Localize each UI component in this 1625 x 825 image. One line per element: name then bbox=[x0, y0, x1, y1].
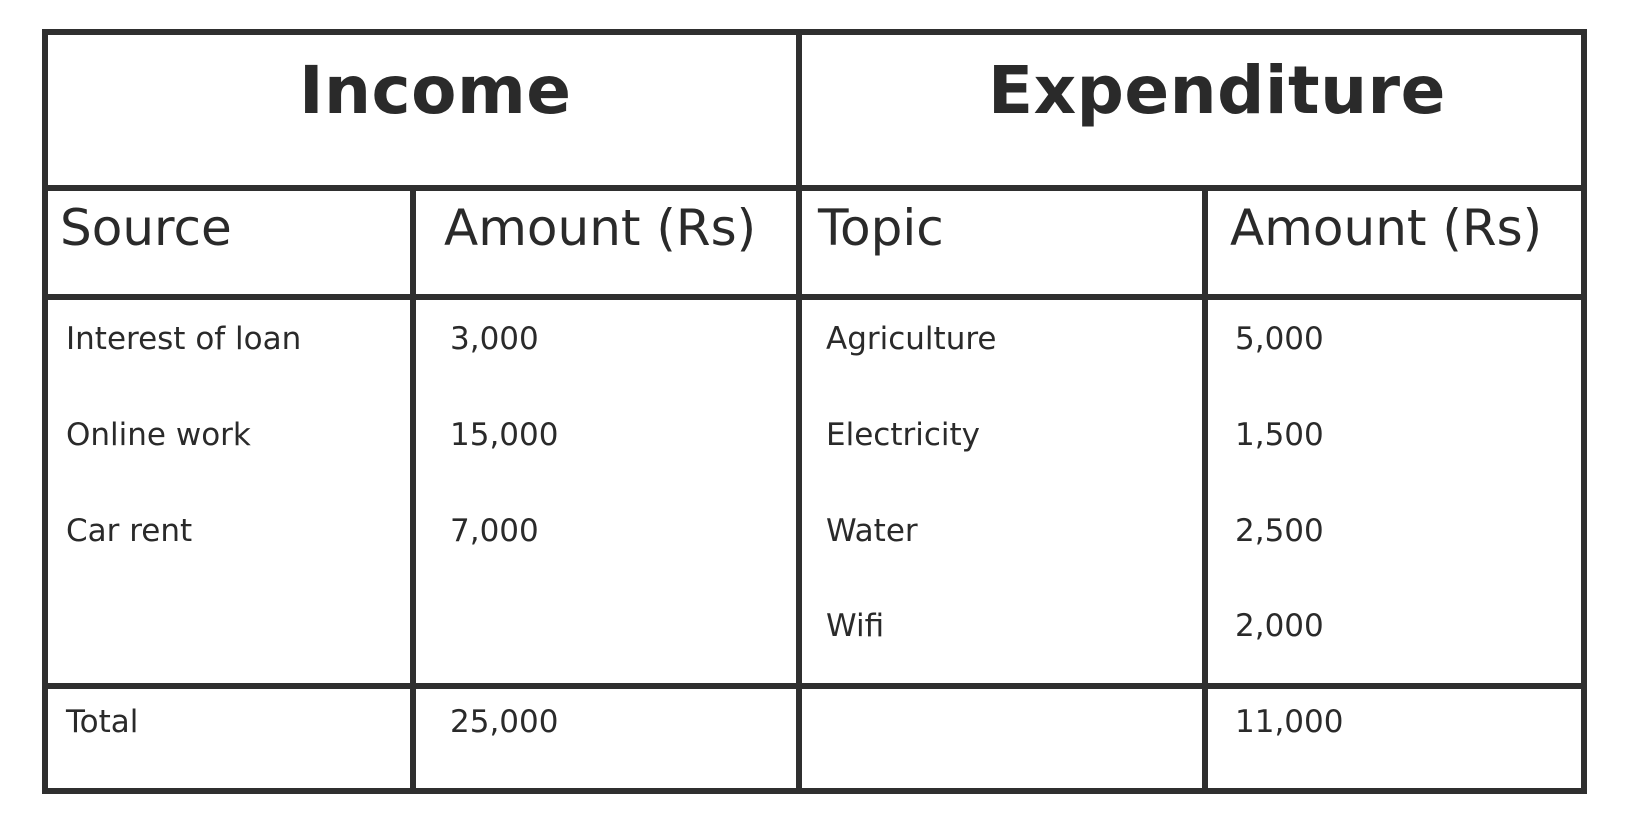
income-amount-cell: 15,000 bbox=[450, 417, 559, 453]
source-header: Source bbox=[60, 199, 232, 257]
income-amount-cell: 7,000 bbox=[450, 513, 539, 549]
income-total-label: Total bbox=[66, 704, 139, 740]
table-border-top bbox=[42, 29, 1587, 35]
section-divider bbox=[796, 29, 802, 794]
expenditure-topic-cell: Wifi bbox=[826, 608, 885, 644]
topic-header: Topic bbox=[818, 199, 944, 257]
income-source-cell: Online work bbox=[66, 417, 251, 453]
expenditure-amount-cell: 5,000 bbox=[1235, 321, 1324, 357]
expenditure-title: Expenditure bbox=[988, 52, 1446, 129]
expenditure-topic-cell: Electricity bbox=[826, 417, 980, 453]
header-row-rule bbox=[42, 294, 1587, 300]
title-row-rule bbox=[42, 185, 1587, 191]
expenditure-amount-cell: 2,500 bbox=[1235, 513, 1324, 549]
expenditure-topic-cell: Water bbox=[826, 513, 918, 549]
total-row-rule bbox=[42, 683, 1587, 689]
income-total-amount: 25,000 bbox=[450, 704, 559, 740]
table-border-bottom bbox=[42, 788, 1587, 794]
table-border-left bbox=[42, 29, 48, 794]
expenditure-total-amount: 11,000 bbox=[1235, 704, 1344, 740]
income-column-divider bbox=[410, 187, 416, 794]
income-title: Income bbox=[299, 52, 572, 129]
table-border-right bbox=[1581, 29, 1587, 794]
expenditure-amount-cell: 1,500 bbox=[1235, 417, 1324, 453]
expenditure-topic-cell: Agriculture bbox=[826, 321, 997, 357]
expenditure-amount-header: Amount (Rs) bbox=[1230, 199, 1543, 257]
income-amount-header: Amount (Rs) bbox=[444, 199, 757, 257]
expenditure-column-divider bbox=[1202, 187, 1208, 794]
income-source-cell: Interest of loan bbox=[66, 321, 302, 357]
income-amount-cell: 3,000 bbox=[450, 321, 539, 357]
expenditure-amount-cell: 2,000 bbox=[1235, 608, 1324, 644]
income-source-cell: Car rent bbox=[66, 513, 193, 549]
